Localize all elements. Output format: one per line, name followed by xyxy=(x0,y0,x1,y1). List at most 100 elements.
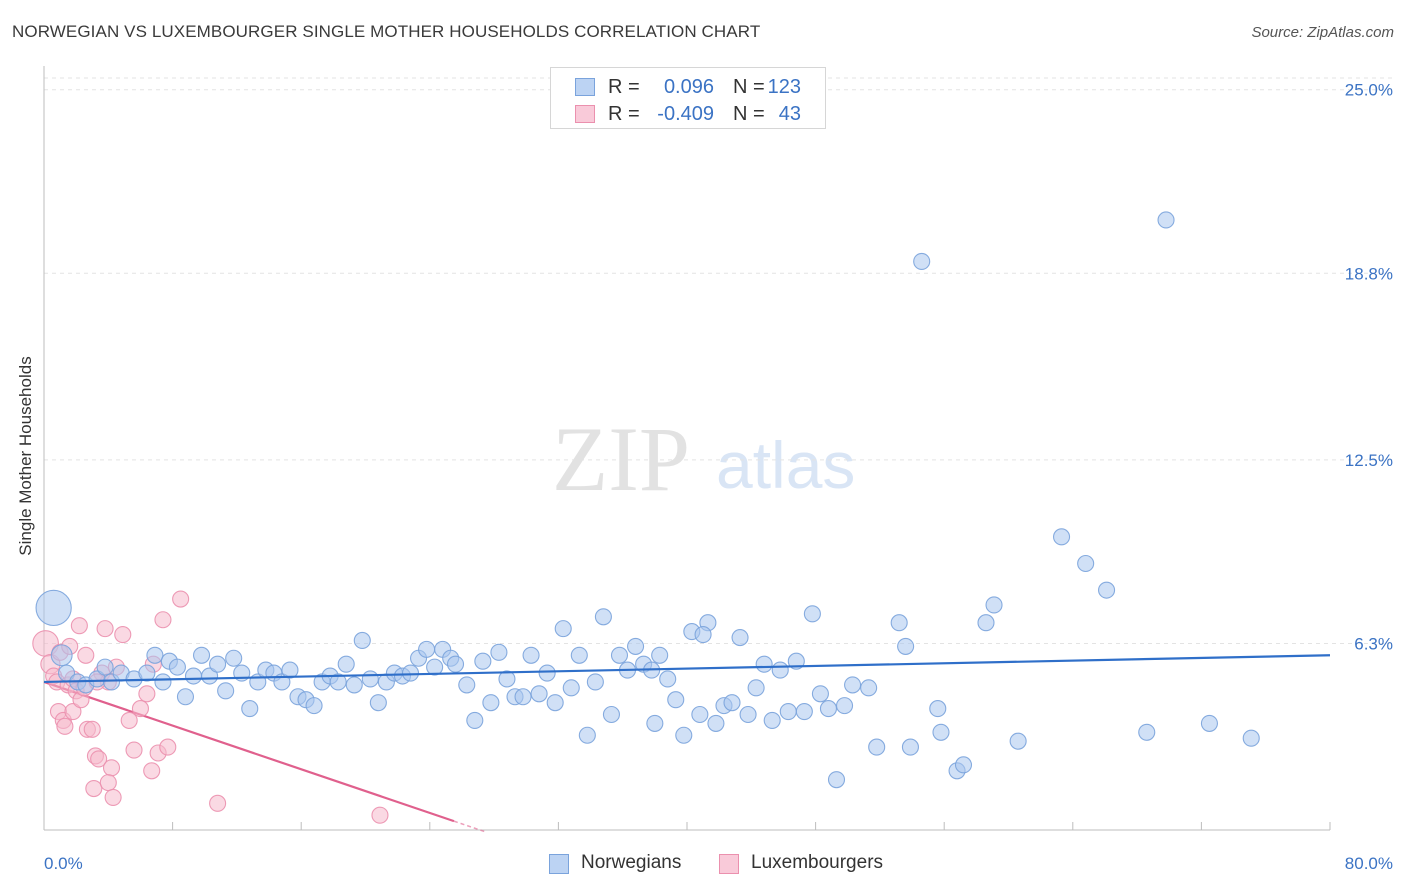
luxembourgers-point xyxy=(70,617,88,635)
n-label: N = xyxy=(733,103,765,125)
norwegians-point xyxy=(225,649,243,667)
norwegians-point xyxy=(201,667,219,685)
norwegians-point xyxy=(694,626,712,644)
source-label: Source: ZipAtlas.com xyxy=(1251,24,1394,41)
luxembourgers-point xyxy=(99,774,117,792)
axes xyxy=(43,66,1331,831)
grid-lines xyxy=(44,77,1394,644)
norwegians-point xyxy=(913,252,931,270)
norwegians-point xyxy=(610,646,629,664)
norwegians-point xyxy=(1242,729,1260,747)
norwegians-point xyxy=(755,655,773,673)
norwegians-point xyxy=(691,705,709,724)
norwegians-point xyxy=(241,700,259,718)
tick-labels: 6.3% 12.5% 18.8% 25.0% 0.0% 80.0% xyxy=(44,81,1393,873)
norwegians-point xyxy=(418,640,436,658)
norwegians-point xyxy=(138,664,156,682)
norwegians-point xyxy=(466,711,484,729)
y-tick-label: 25.0% xyxy=(1345,81,1393,100)
luxembourgers-point xyxy=(138,685,156,703)
norwegians-point xyxy=(345,676,363,694)
norwegians-point xyxy=(538,664,556,682)
luxembourgers-trend-extension xyxy=(453,820,487,833)
norwegians-point xyxy=(827,771,846,789)
norwegians-point xyxy=(578,726,596,744)
norwegians-point xyxy=(50,644,73,667)
norwegians-point xyxy=(176,688,195,706)
norwegians-point xyxy=(305,697,323,715)
series-legend: Norwegians Luxembourgers xyxy=(0,852,1406,878)
norwegians-point xyxy=(401,664,420,682)
legend-row-luxembourgers: R = -0.409 N = 43 xyxy=(551,101,827,127)
luxembourgers-point xyxy=(154,611,172,629)
norwegians-point xyxy=(651,646,669,664)
luxembourgers-point xyxy=(125,741,143,759)
trend-lines xyxy=(43,680,487,833)
norwegians-point xyxy=(353,631,371,650)
norwegians-point xyxy=(667,691,685,709)
luxembourgers-point xyxy=(159,738,177,756)
norwegians-point xyxy=(811,685,829,703)
norwegians-point xyxy=(627,637,645,655)
norwegians-point xyxy=(901,738,919,756)
norwegians-point xyxy=(954,756,973,774)
norwegians-point xyxy=(192,646,211,664)
luxembourgers-trend-line xyxy=(43,680,455,823)
luxembourgers-point xyxy=(131,700,149,718)
norwegians-point xyxy=(458,676,476,694)
norwegians-point xyxy=(675,726,693,744)
norwegians-point xyxy=(890,614,908,632)
norwegians-point xyxy=(707,714,725,732)
norwegians-point xyxy=(570,646,588,664)
norwegians-point xyxy=(446,655,465,673)
n-label: N = xyxy=(733,76,765,98)
norwegians-point xyxy=(586,673,604,691)
norwegians-point xyxy=(868,738,886,756)
luxembourgers-points xyxy=(32,590,389,824)
norwegians-point xyxy=(217,682,235,700)
norwegians-point xyxy=(739,705,757,724)
norwegians-point xyxy=(723,694,741,712)
norwegians-point xyxy=(897,637,915,655)
correlation-legend: R = 0.096 N = 123 R = -0.409 N = 43 xyxy=(550,67,826,129)
r-label: R = xyxy=(608,103,640,125)
r-label: R = xyxy=(608,76,640,98)
norwegians-points xyxy=(35,211,1331,789)
norwegians-point xyxy=(977,614,995,632)
norwegians-point xyxy=(646,714,664,732)
y-tick-label: 6.3% xyxy=(1354,634,1393,653)
norwegians-point xyxy=(562,679,580,697)
luxembourgers-point xyxy=(114,626,132,644)
luxembourgers-point xyxy=(56,717,74,735)
norwegians-point xyxy=(985,596,1003,614)
norwegians-swatch xyxy=(575,78,595,96)
norwegians-point xyxy=(835,697,854,715)
n-value: 43 xyxy=(778,103,801,125)
y-tick-label: 18.8% xyxy=(1345,264,1393,283)
legend-row-norwegians: R = 0.096 N = 123 xyxy=(551,74,827,100)
norwegians-point xyxy=(659,670,677,688)
norwegians-point xyxy=(1138,723,1156,741)
luxembourgers-point xyxy=(85,779,103,798)
x-tick-label-min: 0.0% xyxy=(44,854,83,873)
norwegians-point xyxy=(337,655,355,673)
luxembourgers-point xyxy=(172,590,190,608)
watermark: ZIP atlas xyxy=(552,408,855,510)
norwegians-point xyxy=(819,700,838,718)
norwegians-point xyxy=(369,694,387,712)
r-value: 0.096 xyxy=(663,76,714,98)
norwegians-point xyxy=(490,643,508,661)
norwegians-point xyxy=(771,661,789,679)
norwegians-point xyxy=(522,646,540,664)
luxembourgers-point xyxy=(102,759,121,777)
luxembourgers-point xyxy=(120,711,138,729)
norwegians-point xyxy=(554,620,572,638)
norwegians-point xyxy=(1157,211,1175,229)
watermark-atlas: atlas xyxy=(716,428,855,502)
norwegians-point xyxy=(146,646,164,664)
norwegians-point xyxy=(1098,581,1116,599)
norwegians-point xyxy=(929,700,947,718)
legend-label: Luxembourgers xyxy=(751,852,884,873)
norwegians-trend-line xyxy=(43,654,1331,684)
norwegians-point xyxy=(361,670,379,688)
